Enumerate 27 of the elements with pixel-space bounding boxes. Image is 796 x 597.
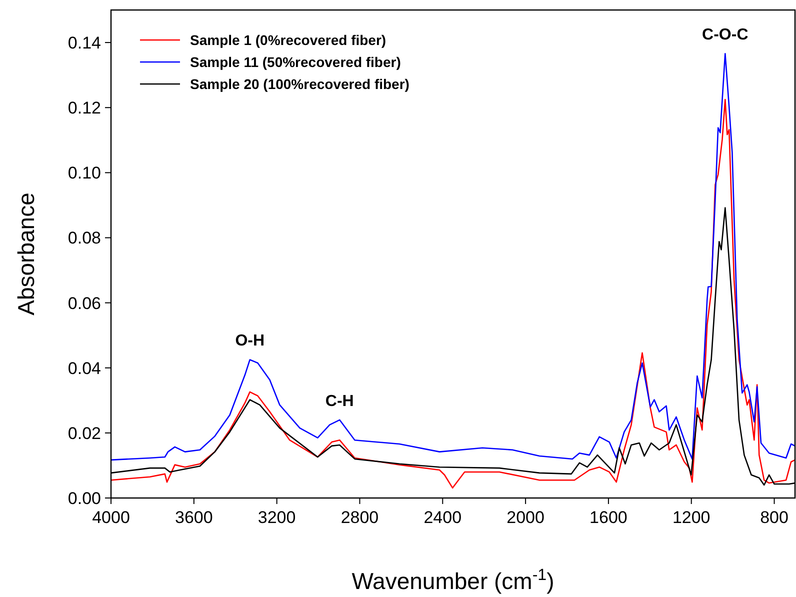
x-axis-title: Wavenumber (cm$^{-1}$) <box>352 566 554 594</box>
y-tick-label: 0.10 <box>68 164 101 183</box>
y-tick-label: 0.06 <box>68 294 101 313</box>
x-tick-label: 1200 <box>672 508 710 527</box>
x-tick-label: 4000 <box>92 508 130 527</box>
x-tick-label: 3200 <box>258 508 296 527</box>
legend-label: Sample 20 (100%recovered fiber) <box>190 76 410 92</box>
y-tick-label: 0.12 <box>68 98 101 118</box>
x-tick-label: 2400 <box>424 508 462 527</box>
x-tick-label: 2000 <box>506 508 544 527</box>
y-tick-label: 0.14 <box>68 33 101 52</box>
line-series <box>111 98 795 489</box>
y-axis-title: Absorbance <box>13 192 39 316</box>
x-tick-label: 1600 <box>590 508 628 527</box>
x-tick-label: 2800 <box>340 508 379 527</box>
annotation: C-O-C <box>702 26 749 44</box>
line-series <box>111 52 795 461</box>
x-tick-label: 800 <box>760 508 788 527</box>
legend-label: Sample 1 (0%recovered fiber) <box>190 32 386 48</box>
annotation: C-H <box>325 392 354 410</box>
legend-label: Sample 11 (50%recovered fiber) <box>190 54 401 70</box>
annotation: O-H <box>235 332 265 350</box>
y-tick-label: 0.08 <box>68 228 101 248</box>
y-tick-label: 0.00 <box>68 488 101 508</box>
y-tick-label: 0.02 <box>68 424 101 443</box>
y-tick-label: 0.04 <box>68 358 101 378</box>
x-tick-label: 3600 <box>174 508 213 527</box>
